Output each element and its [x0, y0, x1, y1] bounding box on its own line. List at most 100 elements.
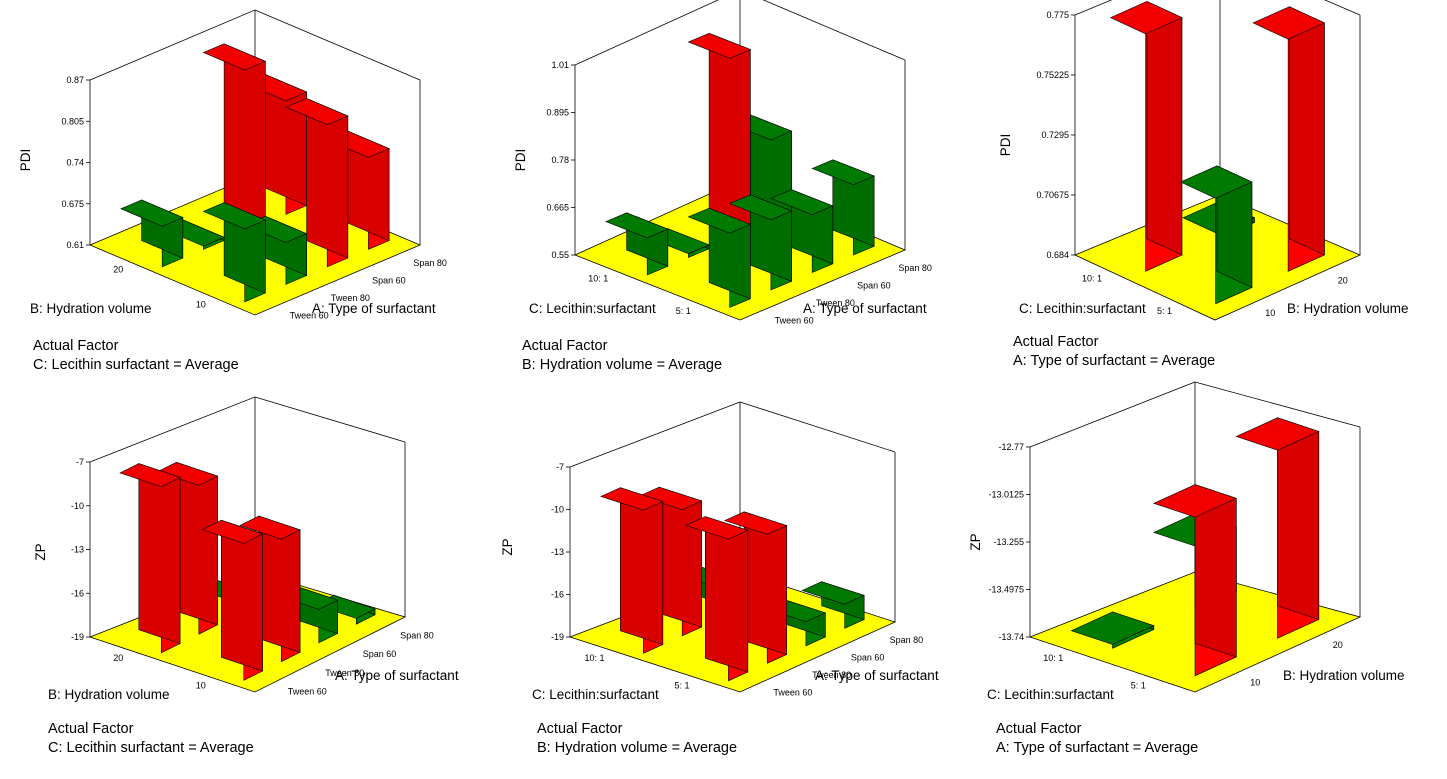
depth-tick-label: 10: 1 — [584, 653, 604, 663]
actual-factor-text: B: Hydration volume = Average — [522, 357, 723, 373]
depth-axis-label: C: Lecithin:surfactant — [529, 301, 656, 316]
depth-tick-label: 10 — [196, 300, 206, 310]
depth-tick-label: 10: 1 — [1082, 273, 1102, 283]
y-axis-label: PDI — [998, 134, 1013, 157]
depth-axis-label: C: Lecithin:surfactant — [1019, 301, 1146, 316]
bar — [605, 212, 669, 276]
depth-tick-label: 5: 1 — [1157, 306, 1172, 316]
x-axis-label: A: Type of surfactant — [335, 668, 459, 683]
x-axis-label: A: Type of surfactant — [312, 301, 436, 316]
bar — [600, 487, 664, 654]
y-tick-label: 0.75225 — [1036, 70, 1069, 80]
bar — [638, 486, 703, 637]
chart-pdi-hydration-lecithin: 0.684 0.70675 0.7295 0.75225 0.775 PDI 10 20 5: … — [965, 0, 1445, 385]
bar — [685, 516, 749, 682]
y-tick-label: 0.895 — [546, 108, 569, 118]
actual-factor-heading: Actual Factor — [1013, 334, 1099, 350]
chart-pdi-surfactant-lecithin: 0.55 0.665 0.78 0.895 1.01 PDI Tween 60 Tween 8… — [485, 0, 965, 385]
actual-factor-note: Actual Factor A: Type of surfactant = Av… — [1013, 333, 1215, 371]
depth-tick-label: 5: 1 — [676, 306, 691, 316]
x-tick-label: Tween 60 — [288, 687, 327, 697]
x-tick-label: Span 60 — [857, 280, 891, 290]
actual-factor-heading: Actual Factor — [996, 721, 1082, 737]
x-tick-label: 20 — [1333, 640, 1343, 650]
y-tick-label: -13.255 — [993, 537, 1024, 547]
x-tick-label: Tween 80 — [812, 670, 851, 680]
actual-factor-text: A: Type of surfactant = Average — [1013, 353, 1216, 369]
actual-factor-note: Actual Factor B: Hydration volume = Aver… — [522, 337, 722, 375]
y-axis-label: ZP — [968, 533, 983, 550]
frame-edge — [89, 396, 256, 463]
y-tick-label: -10 — [71, 501, 84, 511]
bar — [202, 43, 267, 233]
y-axis-label: ZP — [33, 543, 48, 560]
chart-plot-area: 0.684 0.70675 0.7295 0.75225 0.775 PDI 10 20 5: … — [998, 0, 1409, 321]
x-tick-label: Span 80 — [400, 630, 434, 640]
y-tick-label: -10 — [551, 505, 564, 515]
x-tick-label: Span 80 — [898, 263, 932, 273]
y-tick-label: 0.61 — [66, 240, 84, 250]
y-tick-label: -13.0125 — [988, 490, 1024, 500]
x-tick-label: Tween 80 — [325, 668, 364, 678]
x-tick-label: Span 60 — [851, 652, 885, 662]
x-tick-label: Span 60 — [372, 275, 406, 285]
chart-plot-area: -13.74 -13.4975 -13.255 -13.0125 -12.77 ZP 10 2… — [968, 381, 1405, 702]
x-tick-label: Tween 60 — [773, 687, 812, 697]
x-axis-label: B: Hydration volume — [1287, 301, 1409, 316]
y-tick-label: 0.78 — [551, 155, 569, 165]
bar — [811, 159, 875, 256]
y-tick-label: 1.01 — [551, 60, 569, 70]
y-tick-label: 0.665 — [546, 203, 569, 213]
x-axis-label: B: Hydration volume — [1283, 668, 1405, 683]
x-tick-label: Span 80 — [413, 258, 447, 268]
bar — [728, 194, 793, 291]
depth-tick-label: 5: 1 — [1131, 680, 1146, 690]
bar — [156, 461, 219, 635]
depth-axis-label: B: Hydration volume — [48, 687, 170, 702]
x-tick-label: Tween 60 — [290, 310, 329, 320]
y-tick-label: 0.70675 — [1036, 190, 1069, 200]
depth-tick-label: 10: 1 — [588, 273, 608, 283]
frame-edge — [1074, 0, 1113, 16]
x-tick-label: 10 — [1265, 308, 1275, 318]
bar — [120, 199, 184, 268]
actual-factor-heading: Actual Factor — [48, 721, 134, 737]
frame-edge — [254, 9, 421, 81]
chart-pdi-surfactant-hydration: 0.61 0.675 0.74 0.805 0.87 PDI Tween 60 Tween 8… — [0, 0, 480, 385]
y-tick-label: 0.74 — [66, 158, 84, 168]
depth-axis-label: C: Lecithin:surfactant — [987, 687, 1114, 702]
frame-edge — [254, 396, 406, 443]
actual-factor-text: C: Lecithin surfactant = Average — [48, 740, 254, 756]
depth-tick-label: 10 — [196, 680, 206, 690]
actual-factor-text: A: Type of surfactant = Average — [996, 740, 1199, 756]
y-tick-label: -16 — [71, 588, 84, 598]
bar — [285, 98, 349, 268]
x-axis-label: A: Type of surfactant — [803, 301, 927, 316]
y-tick-label: 0.775 — [1046, 10, 1069, 20]
y-tick-label: -13 — [551, 547, 564, 557]
frame-edge — [1029, 381, 1196, 448]
actual-factor-note: Actual Factor A: Type of surfactant = Av… — [996, 720, 1198, 758]
y-tick-label: 0.805 — [61, 116, 84, 126]
bar — [1235, 417, 1320, 639]
y-tick-label: -7 — [556, 462, 564, 472]
depth-tick-label: 5: 1 — [674, 680, 689, 690]
y-tick-label: -13 — [71, 545, 84, 555]
bar — [1152, 484, 1238, 677]
depth-tick-label: 20 — [113, 653, 123, 663]
depth-tick-label: 20 — [113, 265, 123, 275]
actual-factor-heading: Actual Factor — [522, 338, 608, 354]
depth-axis-label: C: Lecithin:surfactant — [532, 687, 659, 702]
y-tick-label: 0.675 — [61, 199, 84, 209]
frame-edge — [89, 9, 256, 81]
bar — [770, 189, 834, 273]
x-tick-label: Tween 80 — [816, 298, 855, 308]
chart-zp-surfactant-lecithin: -19 -16 -13 -10 -7 ZP Tween 60 Tween 80 Span 60 S… — [485, 392, 965, 777]
chart-zp-hydration-lecithin: -13.74 -13.4975 -13.255 -13.0125 -12.77 ZP 10 2… — [965, 381, 1445, 777]
bar — [723, 511, 788, 664]
actual-factor-note: Actual Factor B: Hydration volume = Aver… — [537, 720, 737, 758]
y-tick-label: -19 — [71, 632, 84, 642]
